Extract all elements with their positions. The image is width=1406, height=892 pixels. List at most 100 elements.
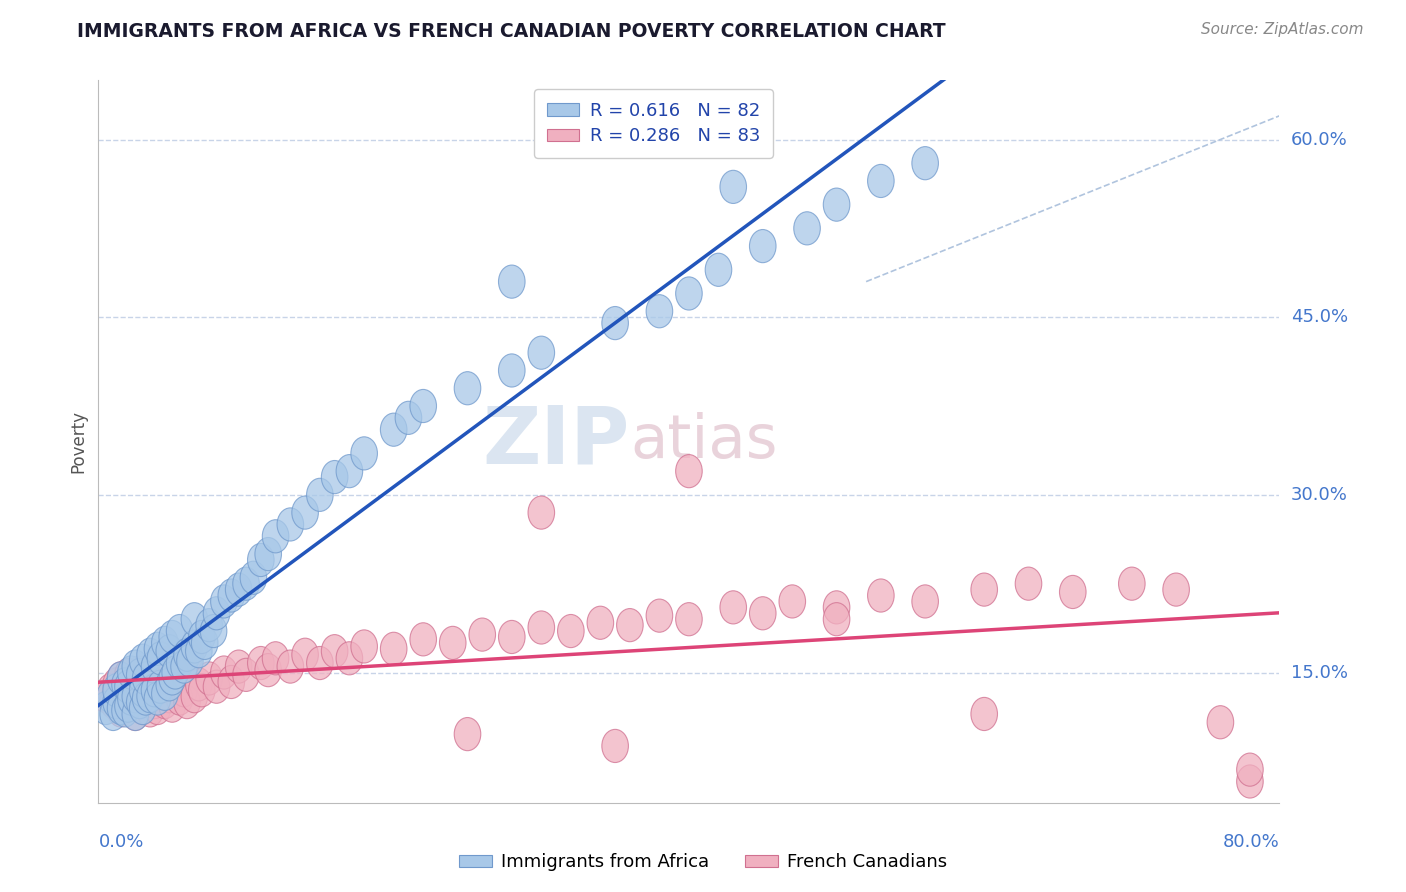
Ellipse shape	[225, 650, 252, 683]
Ellipse shape	[122, 680, 149, 713]
Text: 30.0%: 30.0%	[1291, 486, 1347, 504]
Ellipse shape	[152, 686, 179, 719]
Ellipse shape	[93, 680, 120, 713]
Ellipse shape	[277, 650, 304, 683]
Ellipse shape	[100, 686, 127, 719]
Ellipse shape	[225, 573, 252, 607]
Ellipse shape	[132, 680, 159, 713]
Ellipse shape	[122, 698, 149, 731]
Ellipse shape	[824, 603, 849, 636]
Ellipse shape	[97, 680, 124, 713]
Ellipse shape	[211, 656, 238, 690]
Y-axis label: Poverty: Poverty	[69, 410, 87, 473]
Ellipse shape	[118, 682, 145, 715]
Ellipse shape	[148, 670, 174, 703]
Ellipse shape	[186, 668, 212, 701]
Ellipse shape	[617, 608, 643, 641]
Ellipse shape	[118, 656, 145, 690]
Ellipse shape	[191, 626, 218, 659]
Ellipse shape	[152, 677, 179, 710]
Ellipse shape	[170, 650, 197, 683]
Ellipse shape	[211, 585, 238, 618]
Ellipse shape	[181, 603, 208, 636]
Ellipse shape	[647, 599, 672, 632]
Ellipse shape	[200, 615, 226, 648]
Ellipse shape	[204, 670, 229, 703]
Ellipse shape	[103, 668, 129, 701]
Ellipse shape	[118, 677, 145, 710]
Ellipse shape	[127, 656, 153, 690]
Ellipse shape	[115, 670, 141, 703]
Ellipse shape	[794, 211, 820, 245]
Ellipse shape	[111, 682, 138, 715]
Ellipse shape	[720, 591, 747, 624]
Ellipse shape	[159, 621, 186, 654]
Ellipse shape	[186, 634, 212, 668]
Text: 80.0%: 80.0%	[1223, 833, 1279, 851]
Ellipse shape	[107, 694, 134, 727]
Ellipse shape	[145, 658, 170, 691]
Ellipse shape	[352, 630, 377, 663]
Ellipse shape	[247, 647, 274, 680]
Ellipse shape	[188, 673, 215, 706]
Ellipse shape	[100, 698, 127, 731]
Ellipse shape	[162, 656, 188, 690]
Ellipse shape	[499, 354, 524, 387]
Ellipse shape	[195, 662, 222, 695]
Ellipse shape	[115, 658, 141, 691]
Ellipse shape	[156, 680, 183, 713]
Ellipse shape	[145, 632, 170, 665]
Ellipse shape	[676, 603, 702, 636]
Ellipse shape	[129, 665, 156, 698]
Ellipse shape	[122, 698, 149, 731]
Text: 45.0%: 45.0%	[1291, 308, 1348, 326]
Ellipse shape	[529, 496, 554, 529]
Ellipse shape	[107, 662, 134, 695]
Ellipse shape	[868, 164, 894, 197]
Ellipse shape	[127, 686, 153, 719]
Ellipse shape	[141, 673, 167, 706]
Ellipse shape	[177, 644, 204, 677]
Ellipse shape	[1208, 706, 1233, 739]
Ellipse shape	[529, 336, 554, 369]
Ellipse shape	[166, 615, 193, 648]
Ellipse shape	[195, 608, 222, 641]
Ellipse shape	[1237, 753, 1263, 786]
Ellipse shape	[322, 634, 347, 668]
Ellipse shape	[159, 654, 186, 687]
Ellipse shape	[97, 673, 124, 706]
Ellipse shape	[529, 611, 554, 644]
Ellipse shape	[263, 520, 288, 553]
Ellipse shape	[122, 650, 149, 683]
Ellipse shape	[381, 413, 406, 446]
Ellipse shape	[115, 690, 141, 723]
Ellipse shape	[141, 650, 167, 683]
Ellipse shape	[454, 717, 481, 751]
Text: 15.0%: 15.0%	[1291, 664, 1347, 681]
Text: ZIP: ZIP	[482, 402, 630, 481]
Ellipse shape	[499, 621, 524, 654]
Ellipse shape	[129, 644, 156, 677]
Ellipse shape	[254, 538, 281, 571]
Ellipse shape	[470, 618, 495, 651]
Text: Source: ZipAtlas.com: Source: ZipAtlas.com	[1201, 22, 1364, 37]
Ellipse shape	[292, 496, 318, 529]
Ellipse shape	[706, 253, 731, 286]
Legend: R = 0.616   N = 82, R = 0.286   N = 83: R = 0.616 N = 82, R = 0.286 N = 83	[534, 89, 773, 158]
Ellipse shape	[127, 658, 153, 691]
Ellipse shape	[218, 665, 245, 698]
Ellipse shape	[132, 682, 159, 715]
Ellipse shape	[912, 585, 938, 618]
Ellipse shape	[156, 668, 183, 701]
Ellipse shape	[107, 691, 134, 724]
Ellipse shape	[602, 307, 628, 340]
Ellipse shape	[720, 170, 747, 203]
Ellipse shape	[440, 626, 465, 659]
Text: 0.0%: 0.0%	[98, 833, 143, 851]
Ellipse shape	[107, 662, 134, 695]
Ellipse shape	[336, 641, 363, 675]
Ellipse shape	[676, 277, 702, 310]
Ellipse shape	[170, 673, 197, 706]
Ellipse shape	[411, 623, 436, 656]
Ellipse shape	[136, 694, 163, 727]
